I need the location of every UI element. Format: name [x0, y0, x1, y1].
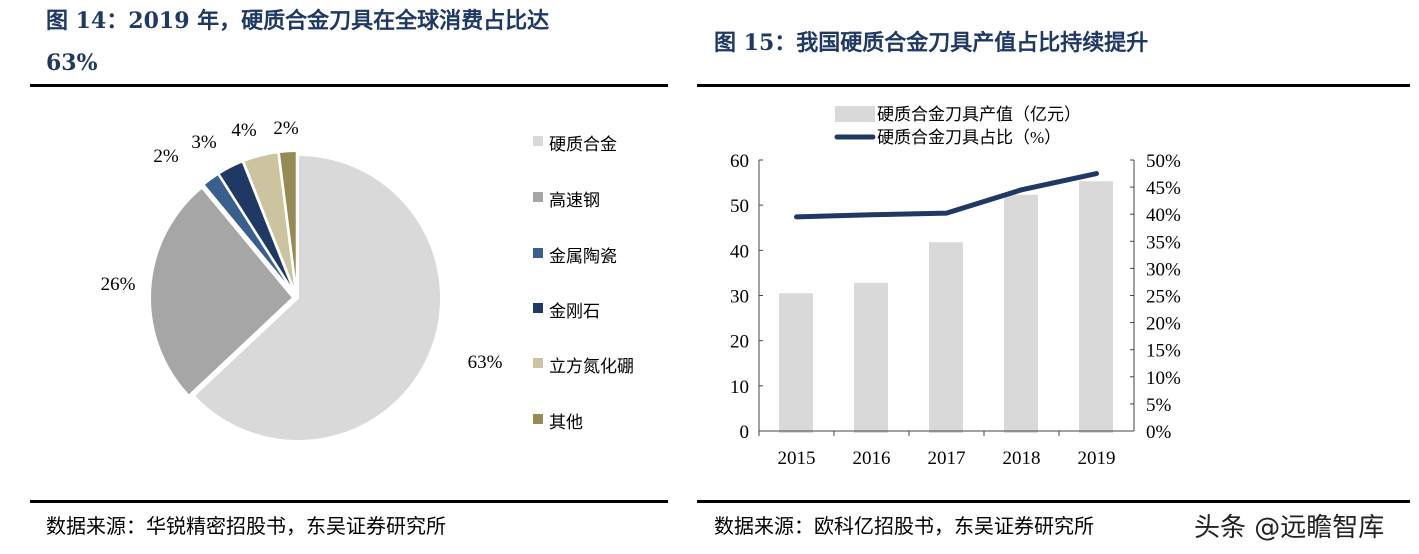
- x-tick-label: 2018: [1003, 448, 1041, 469]
- left-title: 图 14：2019 年，硬质合金刀具在全球消费占比达 63%: [46, 0, 549, 84]
- right-top-rule: [697, 84, 1410, 87]
- left-title-line2: 63%: [46, 50, 98, 76]
- x-tick-label: 2016: [853, 448, 891, 469]
- pie-data-label: 2%: [153, 146, 179, 167]
- left-bottom-rule: [30, 500, 668, 503]
- y2-tick-label: 5%: [1146, 395, 1172, 416]
- legend-bar-label: 硬质合金刀具产值（亿元）: [877, 105, 1081, 124]
- y-tick-label: 30: [730, 287, 749, 308]
- legend-label: 立方氮化硼: [549, 357, 634, 377]
- line-point-2018: [1021, 189, 1022, 191]
- bar-2018: [1004, 194, 1038, 433]
- line-point-2019: [1096, 173, 1097, 175]
- pie-data-label: 63%: [468, 352, 503, 373]
- combo-chart: 硬质合金刀具产值（亿元） 硬质合金刀具占比（%） 0 10 20 30 40 50 60 0% 5%…: [730, 105, 1181, 469]
- bar-2015: [779, 293, 813, 433]
- line-series: [794, 171, 1099, 220]
- legend-swatch: [533, 358, 543, 368]
- line-point-2015: [796, 216, 797, 218]
- pie-data-label: 2%: [273, 118, 299, 139]
- left-source: 数据来源：华锐精密招股书，东吴证券研究所: [46, 514, 446, 538]
- pie-slice-0: [192, 153, 442, 442]
- y2-tick-label: 10%: [1146, 368, 1181, 389]
- legend-swatch: [533, 192, 543, 202]
- bar-2017: [929, 242, 963, 433]
- pie-slice-5: [277, 150, 298, 295]
- legend-item: 高速钢: [533, 186, 634, 211]
- y2-tick-label: 0%: [1146, 422, 1172, 443]
- y-tick-label: 20: [730, 332, 749, 353]
- y-tick-label: 50: [730, 196, 749, 217]
- y-tick-label: 60: [730, 151, 749, 172]
- line-point-2016: [871, 214, 872, 216]
- left-top-rule: [30, 84, 668, 87]
- y2-tick-label: 40%: [1146, 205, 1181, 226]
- x-tick-label: 2015: [778, 448, 816, 469]
- line-point-2017: [946, 212, 947, 214]
- y-tick-label: 40: [730, 241, 749, 262]
- bar-2019: [1079, 181, 1113, 433]
- x-tick-label: 2017: [928, 448, 966, 469]
- right-title: 图 15：我国硬质合金刀具产值占比持续提升: [714, 30, 1149, 56]
- legend-swatch: [533, 303, 543, 313]
- y2-tick-label: 25%: [1146, 287, 1181, 308]
- pie-data-label: 4%: [231, 120, 257, 141]
- y2-tick-label: 20%: [1146, 314, 1181, 335]
- pie-chart: 63% 26% 2% 3% 4% 2%: [101, 118, 503, 442]
- x-tick-label: 2019: [1078, 448, 1116, 469]
- legend-bar-swatch: [835, 106, 875, 122]
- pie-data-label: 26%: [101, 274, 136, 295]
- legend-swatch: [533, 136, 543, 146]
- legend-item: 立方氮化硼: [533, 352, 634, 377]
- left-title-line1: 图 14：2019 年，硬质合金刀具在全球消费占比达: [46, 8, 550, 34]
- legend-label: 其他: [549, 413, 583, 433]
- y2-tick-label: 45%: [1146, 178, 1181, 199]
- legend-label: 金属陶瓷: [549, 247, 617, 267]
- legend-label: 高速钢: [549, 191, 600, 211]
- y2-tick-label: 35%: [1146, 232, 1181, 253]
- legend-swatch: [533, 248, 543, 258]
- y-tick-label: 0: [740, 422, 750, 443]
- legend-label: 金刚石: [549, 302, 600, 322]
- legend-item: 金刚石: [533, 297, 634, 322]
- y2-tick-label: 15%: [1146, 341, 1181, 362]
- pie-data-label: 3%: [191, 132, 217, 153]
- bar-2016: [854, 282, 888, 433]
- right-bottom-rule: [697, 500, 1410, 503]
- y2-tick-label: 50%: [1146, 151, 1181, 172]
- watermark: 头条 @远瞻智库: [1190, 507, 1389, 544]
- y2-tick-label: 30%: [1146, 259, 1181, 280]
- legend-item: 硬质合金: [533, 130, 634, 155]
- pie-slice-1: [149, 186, 295, 398]
- legend-line-label: 硬质合金刀具占比（%）: [877, 128, 1061, 147]
- right-source: 数据来源：欧科亿招股书，东吴证券研究所: [714, 514, 1094, 538]
- legend-item: 金属陶瓷: [533, 242, 634, 267]
- legend-swatch: [533, 414, 543, 424]
- y-tick-label: 10: [730, 377, 749, 398]
- legend-item: 其他: [533, 408, 634, 433]
- legend-label: 硬质合金: [549, 135, 617, 155]
